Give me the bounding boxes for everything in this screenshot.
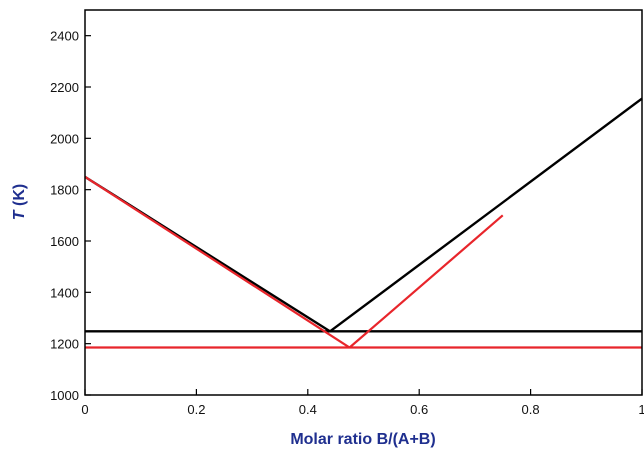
y-tick-label: 2000: [50, 131, 79, 146]
series-line-4: [84, 175, 351, 349]
y-tick-label: 1000: [50, 388, 79, 403]
y-tick-label: 1800: [50, 183, 79, 198]
x-tick-label: 1: [638, 402, 644, 417]
plot-frame: [84, 9, 643, 396]
x-tick-label: 0.2: [187, 402, 205, 417]
y-tick-label: 1600: [50, 234, 79, 249]
y-axis-title: T (K): [11, 184, 28, 220]
x-tick-label: 0.8: [522, 402, 540, 417]
x-tick-label: 0.4: [299, 402, 317, 417]
y-axis-title-variable: T: [11, 209, 28, 220]
x-tick-label: 0: [81, 402, 88, 417]
y-tick-label: 1400: [50, 285, 79, 300]
y-tick-label: 1200: [50, 337, 79, 352]
x-tick-label: 0.6: [410, 402, 428, 417]
y-tick-label: 2400: [50, 29, 79, 44]
x-axis: 0 0.2 0.4 0.6 0.8 1: [81, 389, 644, 417]
series-line-2: [329, 97, 643, 333]
y-axis: 1000 1200 1400 1600 1800 2000 2200 2400: [50, 29, 91, 403]
y-tick-label: 2200: [50, 80, 79, 95]
series-layer: [84, 97, 643, 349]
series-line-5: [348, 214, 504, 349]
plot-area: [85, 10, 642, 395]
x-axis-title: Molar ratio B/(A+B): [290, 431, 435, 448]
y-axis-title-unit: (K): [11, 184, 28, 211]
